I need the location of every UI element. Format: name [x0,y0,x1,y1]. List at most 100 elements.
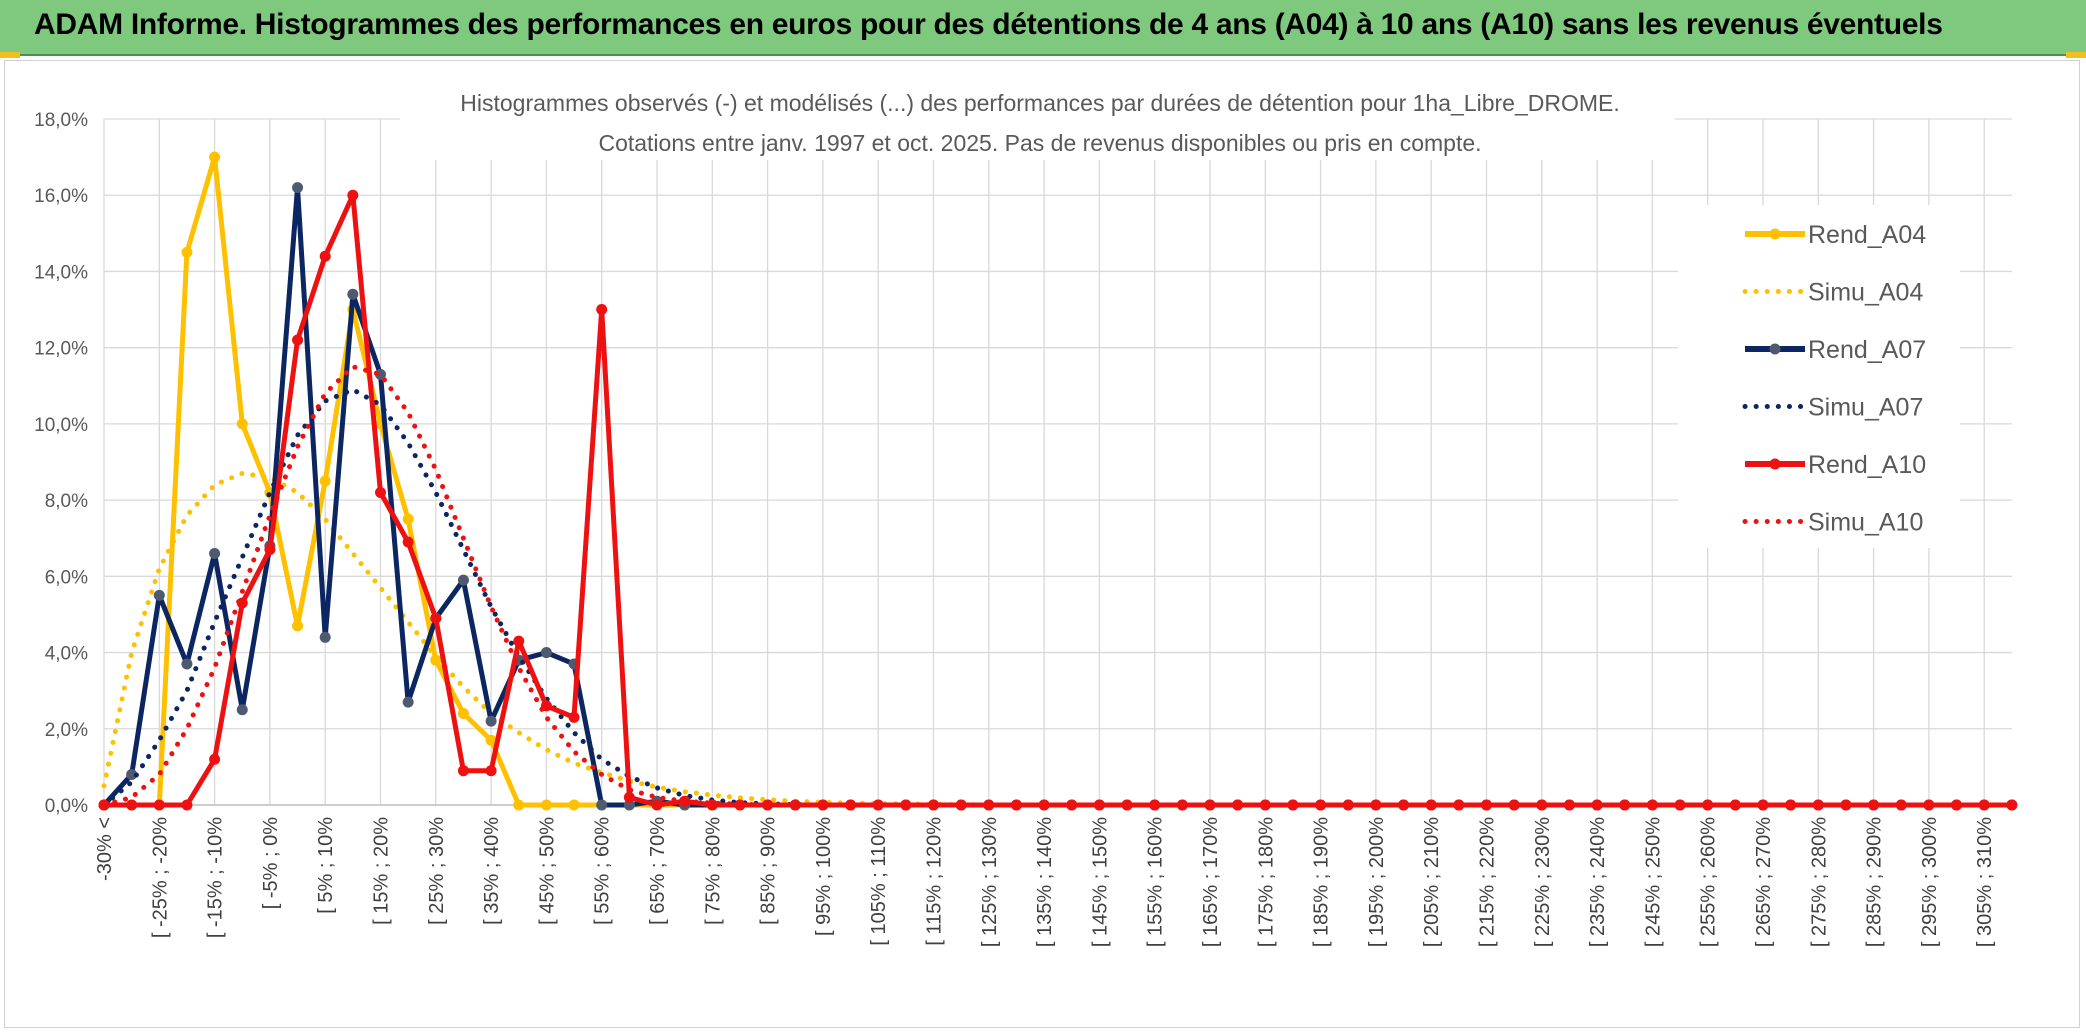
data-point [1315,799,1327,811]
data-point [236,418,248,430]
legend-item: Simu_A04 [1742,279,1923,307]
x-tick-label: [ 105% ; 110% [868,817,890,946]
x-tick-label: [ -15% ; -10% [205,817,227,938]
data-point [485,765,497,777]
legend-label: Simu_A10 [1808,509,1923,537]
data-point [209,753,221,765]
x-tick-label: [ 305% ; 310% [1974,817,1996,947]
data-point [292,620,304,632]
data-point [457,574,469,586]
data-point [651,799,663,811]
data-point [1453,799,1465,811]
data-point [457,708,469,720]
vertical-gridlines [103,119,1985,805]
series-layer [98,151,2018,811]
x-tick-label: [ 15% ; 20% [371,817,393,925]
chart-title: Histogrammes observés (-) et modélisés (… [460,90,1619,116]
data-point [319,631,331,643]
data-point [1729,799,1741,811]
x-tick-label: [ 135% ; 140% [1034,817,1056,947]
x-tick-label: [ 165% ; 170% [1200,817,1222,947]
data-point [596,304,608,316]
data-point [1204,799,1216,811]
x-tick-label: [ 155% ; 160% [1145,817,1167,947]
data-point [292,182,304,194]
x-tick-label: [ 25% ; 30% [426,817,448,925]
data-point [1563,799,1575,811]
y-tick-label: 8,0% [45,491,88,512]
x-tick-label: [ 225% ; 230% [1532,817,1554,947]
x-tick-label: [ 115% ; 120% [924,817,946,946]
x-tick-label: [ 145% ; 150% [1089,817,1111,947]
series-line [101,363,2015,808]
legend-label: Rend_A10 [1808,451,1926,479]
x-tick-label: [ 185% ; 190% [1311,817,1333,947]
data-point [568,711,580,723]
x-tick-label: [ 265% ; 270% [1753,817,1775,947]
data-point [209,151,221,163]
data-point [402,513,414,525]
data-point [1259,799,1271,811]
chart-subtitle: Cotations entre janv. 1997 et oct. 2025.… [598,130,1481,156]
x-tick-label: [ 205% ; 210% [1421,817,1443,947]
data-point [430,612,442,624]
data-point [540,647,552,659]
data-point [485,734,497,746]
legend-item: Rend_A04 [1745,221,1926,249]
data-point [319,250,331,262]
legend-label: Rend_A07 [1808,336,1926,364]
y-axis-tick-labels: 0,0% 2,0% 4,0% 6,0% 8,0% 10,0% 12,0% 14,0% 16,0%… [34,110,88,817]
data-point [623,799,635,811]
x-tick-label: [ 35% ; 40% [481,817,503,925]
x-tick-label: [ 125% ; 130% [979,817,1001,947]
y-tick-label: 0,0% [45,796,88,817]
data-point [928,799,939,811]
legend-marker [1769,458,1781,470]
y-tick-label: 10,0% [34,415,88,436]
data-point [1370,799,1382,811]
data-point [319,475,331,487]
x-tick-label: [ 235% ; 240% [1587,817,1609,947]
x-tick-label: [ 175% ; 180% [1255,817,1277,947]
data-point [513,799,525,811]
data-point [1093,799,1105,811]
data-point [1342,799,1354,811]
data-point [126,769,138,781]
data-point [762,799,774,811]
chart-title-background [400,80,1675,160]
legend-item: Simu_A10 [1742,509,1923,537]
legend-item: Simu_A07 [1742,394,1923,422]
data-point [402,696,414,708]
data-point [817,799,829,811]
data-point [513,635,525,647]
data-point [264,544,276,556]
data-point [347,189,359,201]
data-point [1149,799,1161,811]
data-point [2006,799,2018,811]
data-point [485,715,497,727]
x-tick-label: [ 95% ; 100% [813,817,835,936]
x-tick-label: [ -5% ; 0% [260,817,282,909]
x-tick-label: -30% < [94,817,116,881]
y-tick-label: 14,0% [34,262,88,283]
data-point [181,658,193,670]
legend-marker [1769,228,1781,240]
data-point [292,334,304,346]
data-point [153,799,165,811]
x-tick-label: [ 45% ; 50% [536,817,558,925]
x-tick-label: [ 75% ; 80% [702,817,724,925]
x-axis-tick-labels: -30% < [ -25% ; -20% [ -15% ; -10% [ -5% ; … [94,817,1996,947]
x-tick-label: [ 245% ; 250% [1642,817,1664,947]
legend-item: Rend_A07 [1745,336,1926,364]
data-point [540,799,552,811]
x-tick-label: [ -25% ; -20% [149,817,171,938]
data-point [1840,799,1852,811]
x-tick-label: [ 195% ; 200% [1366,817,1388,947]
data-point [457,765,469,777]
x-tick-label: [ 85% ; 90% [758,817,780,925]
report-banner: ADAM Informe. Histogrammes des performan… [0,0,2086,56]
x-tick-label: [ 5% ; 10% [315,817,337,914]
legend-label: Simu_A04 [1808,279,1923,307]
data-point [1895,799,1907,811]
x-tick-label: [ 285% ; 290% [1864,817,1886,947]
